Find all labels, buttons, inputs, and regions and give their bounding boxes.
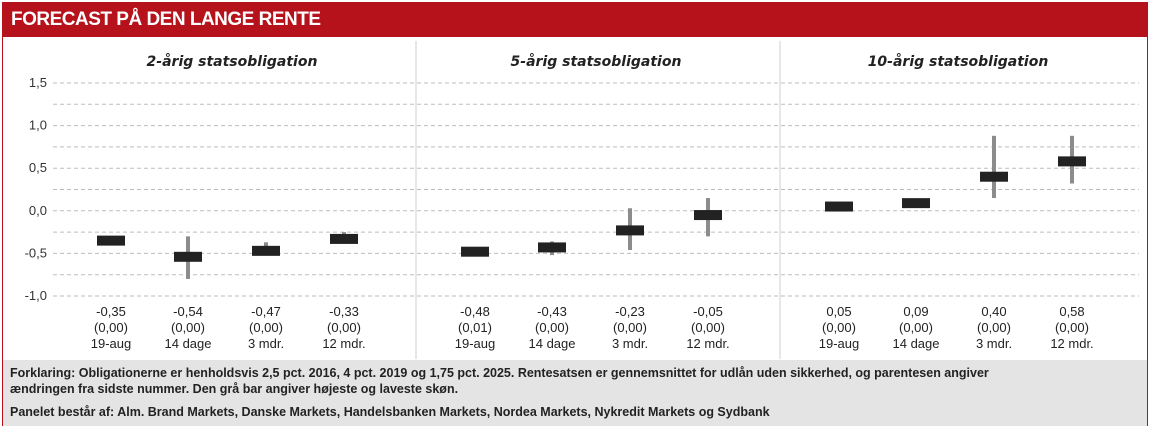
change-label: (0,01) xyxy=(458,320,492,335)
value-label: -0,43 xyxy=(537,304,567,319)
header-bar: FORECAST PÅ DEN LANGE RENTE xyxy=(3,3,1147,37)
panel-title: 2-årig statsobligation xyxy=(147,53,318,70)
footer-explanation-line2: ændringen fra sidste nummer. Den grå bar… xyxy=(10,382,459,396)
y-tick-label: -1,0 xyxy=(25,288,47,303)
change-label: (0,00) xyxy=(94,320,128,335)
value-bar xyxy=(902,198,930,209)
category-label: 19-aug xyxy=(91,336,131,351)
y-tick-label: 0,5 xyxy=(29,160,47,175)
value-label: -0,23 xyxy=(615,304,645,319)
value-bar xyxy=(694,210,722,221)
panel-title: 10-årig statsobligation xyxy=(868,53,1049,70)
change-label: (0,00) xyxy=(535,320,569,335)
page-title: FORECAST PÅ DEN LANGE RENTE xyxy=(11,9,321,30)
category-label: 19-aug xyxy=(455,336,495,351)
value-label: -0,35 xyxy=(96,304,126,319)
y-tick-label: 0,0 xyxy=(29,203,47,218)
category-label: 14 dage xyxy=(893,336,940,351)
value-bar xyxy=(330,233,358,244)
change-label: (0,00) xyxy=(977,320,1011,335)
value-bar xyxy=(97,235,125,246)
value-label: 0,09 xyxy=(903,304,928,319)
value-bar xyxy=(616,225,644,236)
footer-notes: Forklaring: Obligationerne er henholdsvi… xyxy=(3,360,1147,426)
category-label: 3 mdr. xyxy=(612,336,648,351)
y-tick-label: 1,0 xyxy=(29,118,47,133)
value-label: -0,54 xyxy=(173,304,203,319)
value-label: -0,47 xyxy=(251,304,281,319)
forecast-chart: 1,5 1,0 0,5 0,0 -0,5 -1,0 2-årig statsobligati… xyxy=(25,41,1139,359)
change-label: (0,00) xyxy=(249,320,283,335)
value-label: -0,48 xyxy=(460,304,490,319)
change-label: (0,00) xyxy=(1055,320,1089,335)
value-label: -0,33 xyxy=(329,304,359,319)
category-label: 12 mdr. xyxy=(1050,336,1093,351)
value-label: -0,05 xyxy=(693,304,723,319)
value-label: 0,58 xyxy=(1059,304,1084,319)
value-bar xyxy=(461,246,489,257)
value-label: 0,05 xyxy=(826,304,851,319)
footer-explanation-line1: Forklaring: Obligationerne er henholdsvi… xyxy=(10,366,989,380)
category-label: 12 mdr. xyxy=(322,336,365,351)
value-bar xyxy=(825,201,853,212)
panel-title: 5-årig statsobligation xyxy=(511,53,682,70)
category-label: 14 dage xyxy=(165,336,212,351)
change-label: (0,00) xyxy=(613,320,647,335)
category-label: 3 mdr. xyxy=(976,336,1012,351)
footer-panel: Panelet består af: Alm. Brand Markets, D… xyxy=(10,405,770,419)
value-bar xyxy=(252,245,280,256)
value-bar xyxy=(174,251,202,262)
change-label: (0,00) xyxy=(327,320,361,335)
y-tick-label: -0,5 xyxy=(25,245,47,260)
change-label: (0,00) xyxy=(822,320,856,335)
change-label: (0,00) xyxy=(171,320,205,335)
value-bar xyxy=(1058,156,1086,167)
category-label: 19-aug xyxy=(819,336,859,351)
category-label: 14 dage xyxy=(529,336,576,351)
y-tick-label: 1,5 xyxy=(29,75,47,90)
change-label: (0,00) xyxy=(691,320,725,335)
category-label: 3 mdr. xyxy=(248,336,284,351)
change-label: (0,00) xyxy=(899,320,933,335)
value-bar xyxy=(538,242,566,253)
value-label: 0,40 xyxy=(981,304,1006,319)
category-label: 12 mdr. xyxy=(686,336,729,351)
range-bar xyxy=(992,135,996,199)
value-bar xyxy=(980,171,1008,182)
